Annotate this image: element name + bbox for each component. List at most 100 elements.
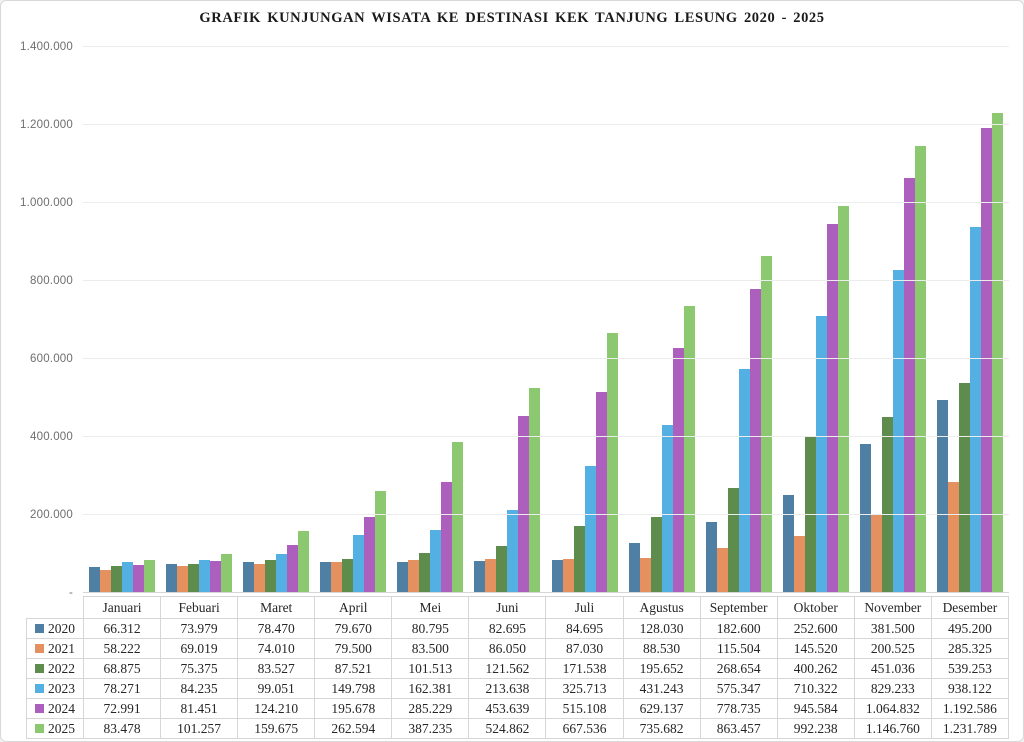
bar-group-juni	[469, 47, 546, 593]
value-cell-2021-november: 200.525	[853, 638, 932, 659]
table-corner-cell	[26, 596, 84, 619]
bar-group-mei	[392, 47, 469, 593]
value-cell-2024-maret: 124.210	[237, 698, 316, 719]
value-cell-2023-desember: 938.122	[930, 678, 1010, 699]
value-cell-2022-april: 87.521	[314, 658, 393, 679]
value-cell-2025-desember: 1.231.789	[930, 718, 1010, 739]
value-cell-2025-januari: 83.478	[82, 718, 162, 739]
legend-label-2023: 2023	[48, 680, 75, 696]
month-header-mei: Mei	[391, 596, 470, 619]
bar-2023-desember	[970, 227, 982, 593]
bar-2021-maret	[253, 564, 265, 593]
month-header-november: November	[853, 596, 932, 619]
bar-2020-april	[320, 561, 332, 593]
value-cell-2023-juli: 325.713	[545, 678, 624, 699]
bar-2025-mei	[452, 441, 464, 593]
value-cell-2021-maret: 74.010	[237, 638, 316, 659]
value-cell-2025-maret: 159.675	[237, 718, 316, 739]
bar-2022-desember	[959, 382, 971, 593]
bar-2020-januari	[88, 567, 100, 593]
bar-2022-maret	[264, 560, 276, 593]
bar-2024-juli	[595, 392, 607, 593]
value-cell-2022-mei: 101.513	[391, 658, 470, 679]
month-header-agustus: Agustus	[622, 596, 701, 619]
legend-label-2022: 2022	[48, 660, 75, 676]
bar-group-febuari	[160, 47, 237, 593]
bar-2023-agustus	[661, 424, 673, 593]
table-row-2024: 2024 72.991 81.451 124.210 195.678 285.229 453…	[26, 698, 1010, 719]
value-cell-2022-maret: 83.527	[237, 658, 316, 679]
bar-2020-juni	[474, 560, 486, 593]
bar-2021-september	[716, 547, 728, 593]
value-cell-2020-febuari: 73.979	[160, 618, 239, 639]
value-cell-2024-febuari: 81.451	[160, 698, 239, 719]
value-cell-2020-oktober: 252.600	[776, 618, 855, 639]
bar-group-desember	[932, 47, 1009, 593]
bar-2020-desember	[937, 399, 949, 593]
bar-2021-april	[331, 562, 343, 593]
bar-2024-desember	[981, 127, 993, 593]
value-cell-2023-febuari: 84.235	[160, 678, 239, 699]
value-cell-2024-juli: 515.108	[545, 698, 624, 719]
month-header-januari: Januari	[82, 596, 162, 619]
y-axis-label: 800.000	[30, 274, 73, 287]
gridline	[83, 514, 1009, 515]
bar-2022-november	[882, 417, 894, 593]
bar-group-juli	[546, 47, 623, 593]
gridline	[83, 124, 1009, 125]
value-cell-2020-juli: 84.695	[545, 618, 624, 639]
bar-group-januari	[83, 47, 160, 593]
y-axis-label: 1.000.000	[20, 196, 73, 209]
value-cell-2022-juni: 121.562	[468, 658, 547, 679]
table-row-2025: 2025 83.478 101.257 159.675 262.594 387.235 52…	[26, 718, 1010, 739]
value-cell-2020-januari: 66.312	[82, 618, 162, 639]
value-cell-2024-mei: 285.229	[391, 698, 470, 719]
bar-2022-febuari	[187, 563, 199, 593]
bar-2024-agustus	[672, 347, 684, 593]
value-cell-2021-januari: 58.222	[82, 638, 162, 659]
value-cell-2022-agustus: 195.652	[622, 658, 701, 679]
value-cell-2024-desember: 1.192.586	[930, 698, 1010, 719]
bar-group-september	[700, 47, 777, 593]
bar-2023-oktober	[816, 315, 828, 593]
month-header-september: September	[699, 596, 778, 619]
gridline	[83, 46, 1009, 47]
legend-cell-2020: 2020	[26, 618, 84, 639]
legend-swatch-2023	[35, 684, 44, 693]
bar-2025-juli	[606, 332, 618, 593]
bar-2020-maret	[242, 562, 254, 593]
value-cell-2021-mei: 83.500	[391, 638, 470, 659]
bar-2024-febuari	[209, 561, 221, 593]
legend-swatch-2020	[35, 624, 44, 633]
bar-groups	[83, 47, 1009, 593]
bar-2020-febuari	[165, 564, 177, 593]
y-axis-label: 1.400.000	[20, 40, 73, 53]
value-cell-2021-agustus: 88.530	[622, 638, 701, 659]
legend-label-2025: 2025	[48, 720, 75, 736]
bar-2021-desember	[948, 481, 960, 593]
value-cell-2025-september: 863.457	[699, 718, 778, 739]
y-axis-label: 400.000	[30, 430, 73, 443]
gridline	[83, 280, 1009, 281]
bar-2021-november	[871, 514, 883, 593]
value-cell-2020-april: 79.670	[314, 618, 393, 639]
value-cell-2021-april: 79.500	[314, 638, 393, 659]
value-cell-2023-september: 575.347	[699, 678, 778, 699]
value-cell-2020-september: 182.600	[699, 618, 778, 639]
month-header-oktober: Oktober	[776, 596, 855, 619]
value-cell-2022-juli: 171.538	[545, 658, 624, 679]
bar-2021-febuari	[176, 566, 188, 593]
legend-label-2021: 2021	[48, 640, 75, 656]
bar-2022-januari	[110, 566, 122, 593]
value-cell-2025-febuari: 101.257	[160, 718, 239, 739]
value-cell-2020-maret: 78.470	[237, 618, 316, 639]
gridline	[83, 436, 1009, 437]
value-cell-2024-juni: 453.639	[468, 698, 547, 719]
value-cell-2024-september: 778.735	[699, 698, 778, 719]
value-cell-2023-januari: 78.271	[82, 678, 162, 699]
bar-2024-april	[364, 516, 376, 593]
bar-2020-november	[860, 444, 872, 593]
legend-cell-2023: 2023	[26, 678, 84, 699]
bar-2025-desember	[992, 112, 1004, 593]
value-cell-2025-oktober: 992.238	[776, 718, 855, 739]
